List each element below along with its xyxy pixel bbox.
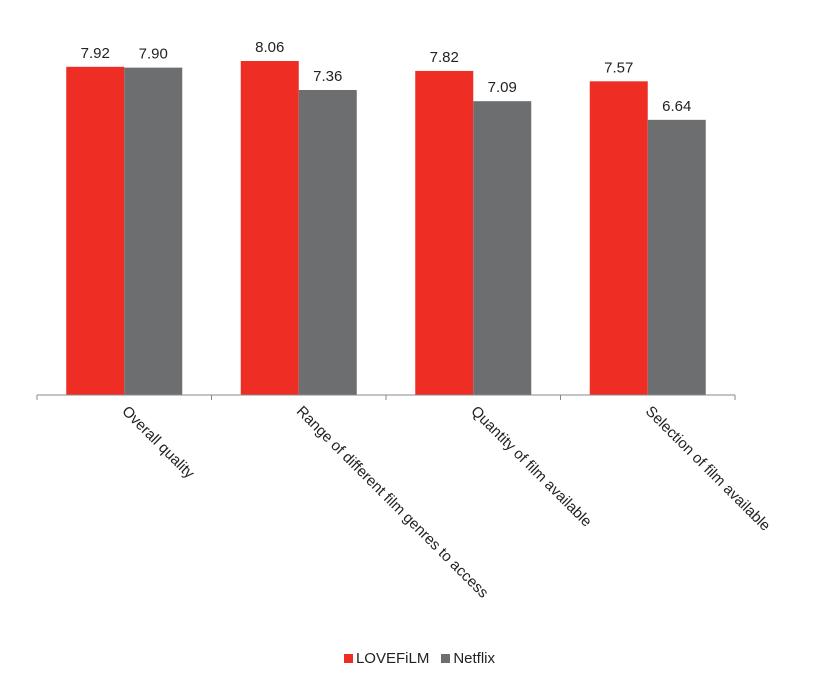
x-tick-label-3: Quantity of film available — [467, 403, 595, 531]
data-label-lovefilm-2: 8.06 — [255, 39, 284, 56]
data-label-netflix-3: 7.09 — [488, 79, 517, 96]
bar-netflix-2 — [298, 90, 357, 395]
legend-item-netflix: Netflix — [441, 650, 495, 667]
data-label-netflix-1: 7.90 — [139, 46, 168, 63]
legend-label-lovefilm: LOVEFiLM — [355, 650, 430, 667]
data-label-lovefilm-4: 7.57 — [604, 59, 633, 76]
data-label-lovefilm-1: 7.92 — [81, 45, 110, 62]
legend: LOVEFiLM Netflix — [0, 650, 839, 667]
bar-lovefilm-4 — [589, 81, 648, 396]
bar-lovefilm-1 — [66, 66, 125, 396]
bar-lovefilm-2 — [240, 61, 299, 395]
bar-netflix-3 — [473, 101, 532, 395]
x-tick-label-1: Overall quality — [118, 403, 198, 483]
data-label-lovefilm-3: 7.82 — [430, 49, 459, 66]
data-label-netflix-4: 6.64 — [662, 98, 691, 115]
legend-swatch-netflix — [441, 654, 451, 663]
bar-netflix-1 — [124, 67, 183, 395]
bar-netflix-4 — [647, 119, 706, 395]
data-label-netflix-2: 7.36 — [313, 68, 342, 85]
legend-swatch-lovefilm — [343, 654, 353, 663]
legend-label-netflix: Netflix — [453, 650, 496, 667]
bar-lovefilm-3 — [415, 70, 474, 396]
x-tick-label-2: Range of different film genres to access — [293, 403, 492, 602]
legend-item-lovefilm: LOVEFiLM — [343, 650, 430, 667]
x-tick-label-4: Selection of film available — [642, 403, 774, 535]
